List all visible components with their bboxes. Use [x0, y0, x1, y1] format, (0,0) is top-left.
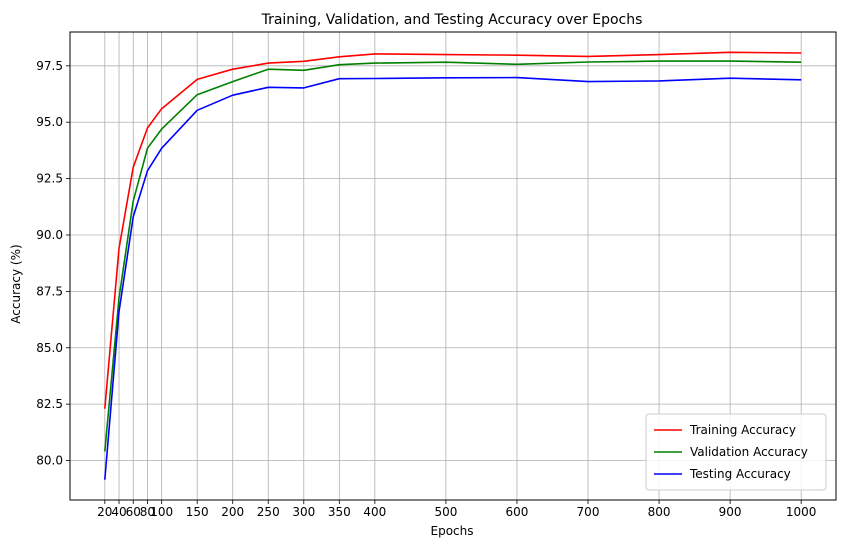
series-lines — [104, 51, 802, 480]
x-tick-label: 100 — [150, 505, 173, 519]
x-tick-label: 150 — [186, 505, 209, 519]
x-tick-label: 20 — [97, 505, 112, 519]
series-line — [104, 60, 802, 452]
x-tick-label: 1000 — [786, 505, 817, 519]
legend-box — [645, 413, 827, 491]
legend-label: Testing Accuracy — [689, 467, 791, 481]
x-tick-label: 80 — [140, 505, 155, 519]
plot-frame — [69, 31, 837, 501]
x-tick-label: 800 — [648, 505, 671, 519]
x-axis-label: Epochs — [431, 524, 474, 538]
x-tick-label: 500 — [434, 505, 457, 519]
series-line — [104, 51, 802, 409]
chart-title: Training, Validation, and Testing Accura… — [261, 12, 643, 28]
series-line — [104, 76, 802, 480]
x-tick-label: 400 — [363, 505, 386, 519]
legend: Training Accuracy Validation Accuracy Test… — [645, 413, 827, 491]
y-tick-label: 87.5 — [36, 284, 63, 298]
y-tick-label: 90.0 — [36, 228, 63, 242]
y-axis-label: Accuracy (%) — [9, 244, 23, 323]
y-tick-label: 80.0 — [36, 454, 63, 468]
y-tick-label: 95.0 — [36, 115, 63, 129]
x-tick-label: 350 — [328, 505, 351, 519]
legend-label: Validation Accuracy — [690, 445, 808, 459]
x-tick-label: 40 — [111, 505, 126, 519]
y-tick-label: 97.5 — [36, 59, 63, 73]
x-tick-label: 300 — [292, 505, 315, 519]
x-tick-label: 200 — [221, 505, 244, 519]
x-tick-label: 600 — [505, 505, 528, 519]
y-tick-label: 82.5 — [36, 397, 63, 411]
y-axis: 80.0 82.5 85.0 87.5 90.0 92.5 95.0 97.5 — [36, 59, 70, 468]
legend-label: Training Accuracy — [689, 423, 796, 437]
x-tick-label: 900 — [719, 505, 742, 519]
x-tick-label: 250 — [257, 505, 280, 519]
x-tick-label: 700 — [577, 505, 600, 519]
x-tick-label: 60 — [126, 505, 141, 519]
y-tick-label: 92.5 — [36, 172, 63, 186]
y-tick-label: 85.0 — [36, 341, 63, 355]
